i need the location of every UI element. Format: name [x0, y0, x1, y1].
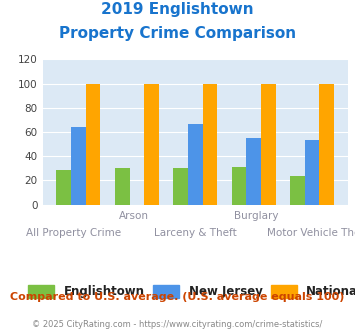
Text: Motor Vehicle Theft: Motor Vehicle Theft	[267, 228, 355, 238]
Bar	[203, 83, 217, 205]
Bar	[246, 138, 261, 205]
Text: Arson: Arson	[119, 211, 149, 221]
Bar	[290, 176, 305, 205]
Bar	[261, 83, 275, 205]
Bar	[86, 83, 100, 205]
Text: © 2025 CityRating.com - https://www.cityrating.com/crime-statistics/: © 2025 CityRating.com - https://www.city…	[32, 320, 323, 329]
Text: Property Crime Comparison: Property Crime Comparison	[59, 26, 296, 41]
Bar	[232, 167, 246, 205]
Text: All Property Crime: All Property Crime	[26, 228, 121, 238]
Bar	[115, 168, 130, 205]
Bar	[305, 141, 320, 205]
Text: 2019 Englishtown: 2019 Englishtown	[101, 2, 254, 16]
Text: Larceny & Theft: Larceny & Theft	[154, 228, 237, 238]
Text: Compared to U.S. average. (U.S. average equals 100): Compared to U.S. average. (U.S. average …	[10, 292, 345, 302]
Bar	[320, 83, 334, 205]
Legend: Englishtown, New Jersey, National: Englishtown, New Jersey, National	[24, 280, 355, 303]
Text: Burglary: Burglary	[234, 211, 279, 221]
Bar	[173, 168, 188, 205]
Bar	[144, 83, 159, 205]
Bar	[188, 123, 203, 205]
Bar	[56, 170, 71, 205]
Bar	[71, 127, 86, 205]
